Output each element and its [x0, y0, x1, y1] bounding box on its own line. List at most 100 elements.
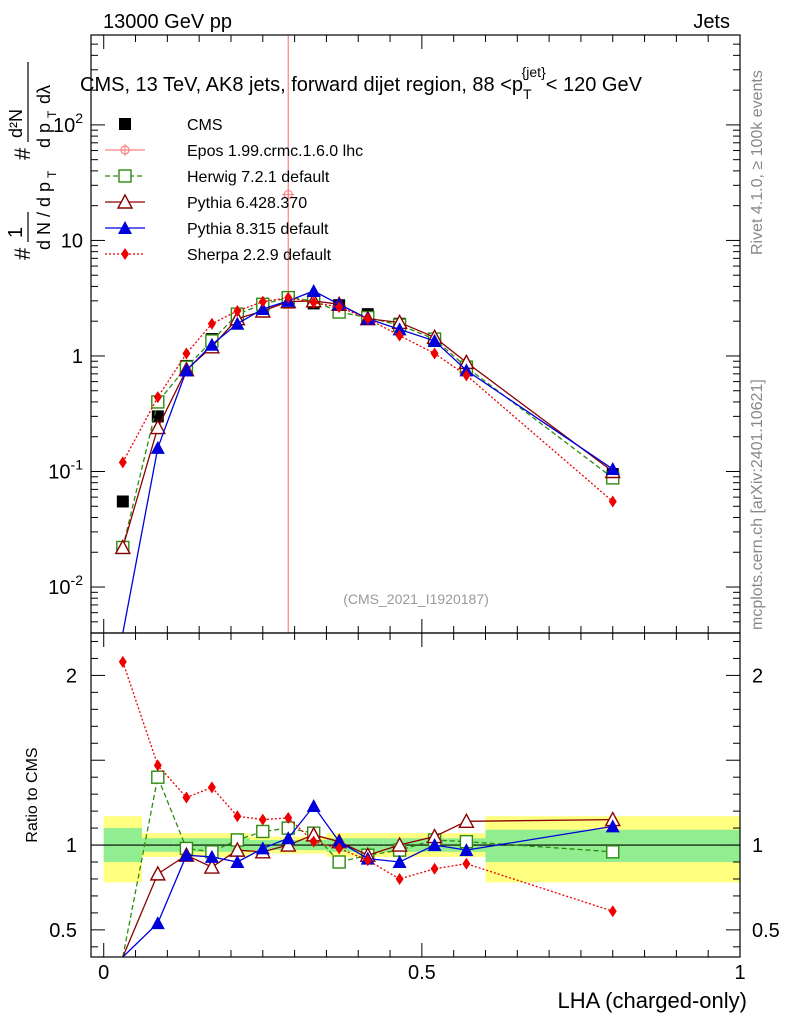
xtick-label: 0 [98, 962, 109, 984]
ratio-ytick-label: 2 [66, 665, 77, 687]
series-cms [116, 296, 619, 508]
ratio-series-line [122, 804, 613, 958]
data-point [462, 369, 471, 382]
ratio-point [309, 835, 318, 848]
analysis-tag: (CMS_2021_I1920187) [343, 591, 489, 607]
series-line [122, 296, 614, 502]
xtick-label: 1 [734, 962, 745, 984]
svg-text:T: T [45, 110, 59, 118]
ratio-point [332, 834, 347, 848]
ratio-point [284, 811, 293, 824]
data-point [150, 440, 165, 454]
data-point [233, 305, 242, 318]
legend-label: Sherpa 2.2.9 default [187, 247, 332, 264]
ratio-point [306, 799, 321, 813]
data-point [204, 337, 219, 351]
legend-entry: Pythia 8.315 default [105, 221, 329, 238]
header-right: Jets [693, 11, 730, 33]
main-ytick-label: 102 [53, 110, 83, 137]
data-point [306, 284, 321, 298]
ratio-point [395, 872, 404, 885]
legend-marker [119, 118, 131, 130]
ratio-point [459, 843, 474, 857]
ratio-ytick-label-right: 2 [752, 665, 763, 687]
legend-label: Herwig 7.2.1 default [187, 169, 330, 186]
ratio-point [430, 862, 439, 875]
data-point [363, 312, 372, 325]
data-point [114, 538, 131, 555]
svg-text:#: # [10, 247, 35, 260]
data-point [207, 317, 216, 330]
data-point [179, 363, 194, 377]
data-point [116, 495, 129, 508]
series-epos-1-99-crmc-1-6-0-lhc [282, 35, 295, 633]
mcplots-label: mcplots.cern.ch [arXiv:2401.10621] [749, 379, 766, 630]
axes: 10-2 10-1 1 10 102 0.5 0.5 1 1 2 2 0 0.5 1 [48, 34, 780, 984]
ratio-point [392, 855, 407, 869]
svg-text:1: 1 [5, 227, 27, 238]
legend-entry: Pythia 6.428.370 [105, 193, 307, 212]
main-plot-data [114, 35, 621, 634]
legend-marker [118, 221, 132, 234]
legend-marker [121, 248, 129, 260]
ratio-frame [90, 632, 741, 958]
legend-marker [118, 169, 132, 183]
main-ytick-label: 10-1 [48, 456, 83, 483]
svg-text:d N / d p: d N / d p [34, 182, 54, 250]
ratio-ytick-label: 0.5 [49, 920, 77, 942]
data-point [309, 296, 318, 309]
ratio-ytick-label: 1 [66, 835, 77, 857]
series-line [122, 300, 614, 548]
main-ytick-label: 10-2 [48, 572, 83, 599]
data-point [608, 495, 617, 508]
main-ylabel: # 1 d N / d p T # d²N d p T dλ [5, 62, 59, 260]
ratio-point [258, 813, 267, 826]
legend-label: Pythia 6.428.370 [187, 195, 307, 212]
ratio-point [233, 810, 242, 823]
ratio-point [391, 836, 408, 852]
ratio-point [153, 759, 162, 772]
ratio-point [462, 857, 471, 870]
ratio-point [606, 845, 620, 859]
data-point [118, 456, 127, 469]
ratio-point [151, 770, 165, 784]
svg-text:dλ: dλ [34, 85, 54, 104]
data-point [427, 333, 442, 347]
plot-title-tail: < 120 GeV [546, 74, 643, 96]
plot-title-main: CMS, 13 TeV, AK8 jets, forward dijet reg… [80, 74, 523, 96]
series-sherpa-2-2-9-default [118, 291, 617, 508]
data-point [153, 391, 162, 404]
data-point [335, 301, 344, 314]
series-line [122, 290, 614, 634]
ratio-point [149, 865, 166, 881]
ratio-point [207, 781, 216, 794]
ratio-plot-data [118, 655, 621, 958]
data-point [392, 322, 407, 336]
series-line [122, 296, 614, 548]
ratio-point [204, 849, 219, 863]
legend-entry: Epos 1.99.crmc.1.6.0 lhc [105, 143, 363, 160]
legend-entry: Sherpa 2.2.9 default [105, 247, 332, 264]
data-point [149, 419, 166, 435]
ratio-point [363, 854, 372, 867]
ratio-ytick-label-right: 0.5 [752, 920, 780, 942]
main-ytick-label: 10 [61, 230, 83, 252]
data-point [605, 462, 620, 476]
ratio-ytick-label-right: 1 [752, 835, 763, 857]
ratio-point [280, 836, 297, 852]
ratio-series-sherpa-2-2-9-default [118, 655, 617, 918]
data-point [255, 301, 270, 315]
rivet-label: Rivet 4.1.0, ≥ 100k events [749, 70, 766, 255]
main-ytick-label: 1 [72, 346, 83, 368]
legend-entry: CMS [119, 117, 223, 134]
ratio-point [608, 905, 617, 918]
legend-label: CMS [187, 117, 223, 134]
legend-label: Pythia 8.315 default [187, 221, 329, 238]
data-point [182, 347, 191, 360]
legend-entry: Herwig 7.2.1 default [105, 169, 330, 186]
svg-text:#: # [10, 147, 35, 160]
series-pythia-8-315-default [122, 284, 620, 634]
data-point [430, 347, 439, 360]
ratio-point [458, 812, 475, 828]
